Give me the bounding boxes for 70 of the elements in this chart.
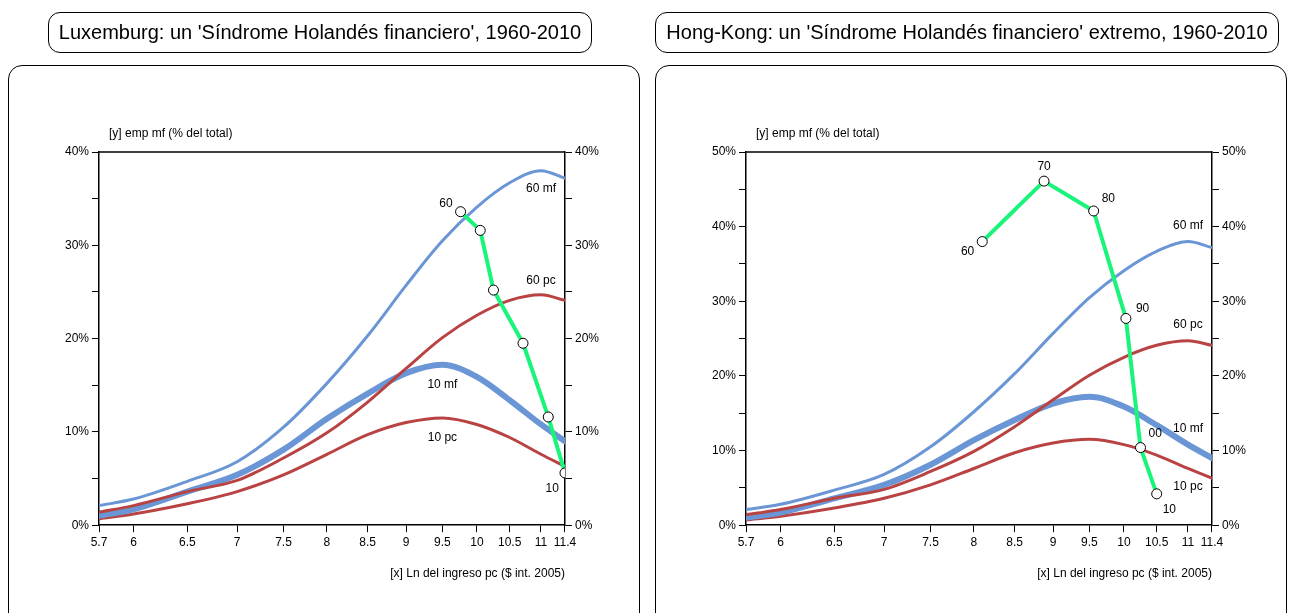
series-label: 60 pc <box>526 273 556 288</box>
x-axis-title: [x] Ln del ingreso pc ($ int. 2005) <box>390 566 565 581</box>
x-tick-label: 11.4 <box>1200 534 1224 549</box>
x-tick-label: 8 <box>970 534 978 549</box>
y-tick-label: 20% <box>711 368 737 383</box>
annotation: 60 <box>439 196 453 211</box>
x-tick-label: 7.5 <box>922 534 940 549</box>
y-axis-title: [y] emp mf (% del total) <box>756 126 880 141</box>
series-label: 10 pc <box>1173 478 1203 493</box>
annotation: 90 <box>1135 300 1150 315</box>
x-tick-label: 11 <box>1181 534 1195 549</box>
y2-tick-label: 0% <box>574 517 593 532</box>
x-tick-label: 8.5 <box>359 534 377 549</box>
y-tick-label: 50% <box>711 144 737 159</box>
y2-tick-label: 50% <box>1221 144 1247 159</box>
y2-tick-label: 20% <box>574 330 600 345</box>
series-label: 10 pc <box>427 430 458 445</box>
annotation: 10 <box>545 481 560 496</box>
x-tick-label: 6 <box>777 534 785 549</box>
y2-tick-label: 20% <box>1221 368 1247 383</box>
y-tick-label: 0% <box>718 517 737 532</box>
x-tick-label: 9 <box>1049 534 1057 549</box>
y2-tick-label: 0% <box>1221 517 1240 532</box>
y2-tick-label: 40% <box>1221 218 1247 233</box>
x-tick-label: 10 <box>470 534 484 549</box>
x-tick-label: 6 <box>130 534 138 549</box>
x-tick-label: 7 <box>233 534 241 549</box>
x-tick-label: 6.5 <box>178 534 196 549</box>
annotation: 00 <box>1148 425 1163 440</box>
y2-tick-label: 40% <box>574 144 600 159</box>
x-tick-label: 9.5 <box>434 534 452 549</box>
y-tick-label: 30% <box>64 237 90 252</box>
y-tick-label: 20% <box>64 330 90 345</box>
y-tick-label: 30% <box>711 293 737 308</box>
x-tick-label: 5.7 <box>737 534 755 549</box>
series-label: 10 mf <box>1172 420 1204 435</box>
y-axis-title: [y] emp mf (% del total) <box>109 126 233 141</box>
x-tick-label: 9.5 <box>1081 534 1099 549</box>
series-label: 60 mf <box>1172 217 1204 232</box>
annotation: 70 <box>1037 159 1052 174</box>
series-label: 10 mf <box>427 377 459 392</box>
x-tick-label: 6.5 <box>825 534 843 549</box>
x-tick-label: 10 <box>1117 534 1131 549</box>
annotation: 60 <box>960 243 975 258</box>
x-tick-label: 5.7 <box>90 534 108 549</box>
x-tick-label: 11.4 <box>553 534 577 549</box>
y2-tick-label: 10% <box>574 424 600 439</box>
chart-title: Luxemburg: un 'Síndrome Holandés financiero', 1960-2010 <box>47 12 593 53</box>
y-tick-label: 40% <box>64 144 90 159</box>
x-tick-label: 8.5 <box>1006 534 1024 549</box>
x-tick-label: 11 <box>534 534 548 549</box>
y-tick-label: 10% <box>64 424 90 439</box>
annotation: 10 <box>1162 502 1177 517</box>
y-tick-label: 40% <box>711 218 737 233</box>
x-tick-label: 7 <box>880 534 888 549</box>
y-tick-label: 10% <box>711 442 737 457</box>
annotation: 80 <box>1101 191 1116 206</box>
x-tick-label: 10.5 <box>498 534 522 549</box>
x-tick-label: 10.5 <box>1145 534 1169 549</box>
y-tick-label: 0% <box>71 517 90 532</box>
y2-tick-label: 30% <box>574 237 600 252</box>
y2-tick-label: 30% <box>1221 293 1247 308</box>
chart-title: Hong-Kong: un 'Síndrome Holandés financiero' extremo, 1960-2010 <box>655 12 1279 53</box>
x-tick-label: 9 <box>402 534 410 549</box>
x-axis-title: [x] Ln del ingreso pc ($ int. 2005) <box>1037 566 1212 581</box>
y2-tick-label: 10% <box>1221 442 1247 457</box>
x-tick-label: 8 <box>323 534 331 549</box>
x-tick-label: 7.5 <box>275 534 293 549</box>
series-label: 60 mf <box>525 180 557 195</box>
series-label: 60 pc <box>1173 317 1203 332</box>
